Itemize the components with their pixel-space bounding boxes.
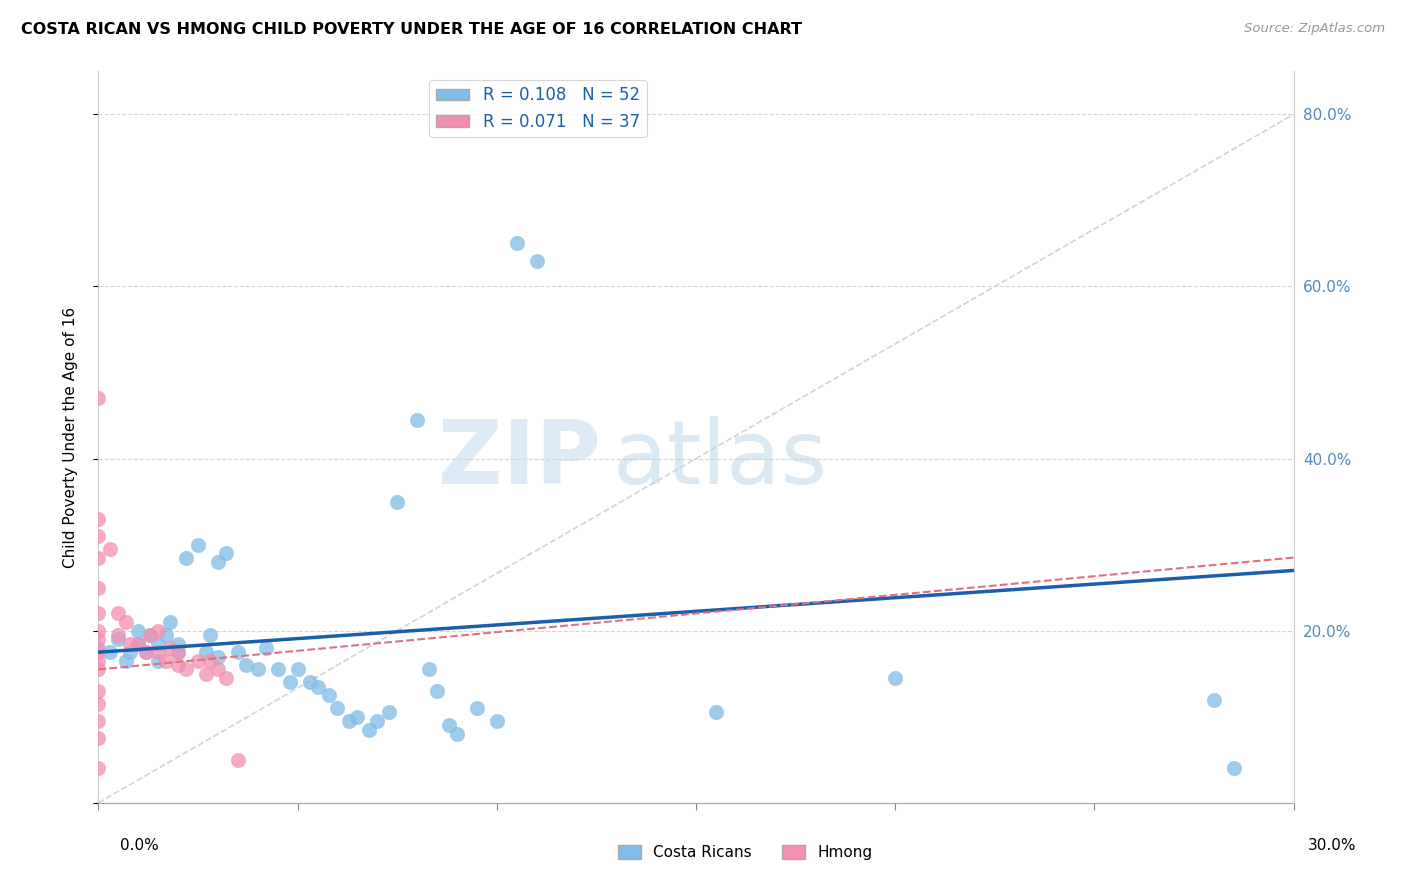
Point [87, 512, 110, 526]
Point [87, 607, 110, 621]
Point [148, 624, 170, 638]
Point [704, 706, 727, 720]
Point [87, 714, 110, 728]
Point [307, 680, 329, 694]
Point [87, 529, 110, 543]
Point [318, 688, 340, 702]
Point [418, 662, 440, 676]
Point [278, 675, 301, 690]
Point [339, 714, 361, 728]
Legend: Costa Ricans, Hmong: Costa Ricans, Hmong [612, 839, 879, 866]
Point [148, 637, 170, 651]
Point [1223, 761, 1246, 775]
Point [207, 662, 229, 676]
Point [385, 494, 409, 508]
Point [107, 607, 129, 621]
Point [159, 615, 181, 629]
Text: 30.0%: 30.0% [1309, 838, 1357, 854]
Point [120, 645, 142, 659]
Point [155, 628, 177, 642]
Point [155, 654, 177, 668]
Point [326, 701, 349, 715]
Point [87, 645, 110, 659]
Point [207, 555, 229, 569]
Point [346, 710, 368, 724]
Point [87, 392, 110, 406]
Point [167, 637, 190, 651]
Point [198, 654, 221, 668]
Point [98, 645, 122, 659]
Point [87, 761, 110, 775]
Point [246, 662, 269, 676]
Point [139, 628, 162, 642]
Point [135, 645, 157, 659]
Point [167, 645, 190, 659]
Point [215, 671, 238, 685]
Point [135, 645, 157, 659]
Point [287, 662, 309, 676]
Point [254, 640, 277, 655]
Point [366, 714, 388, 728]
Point [98, 541, 122, 556]
Point [437, 718, 460, 732]
Point [1202, 692, 1225, 706]
Point [159, 640, 181, 655]
Point [148, 654, 170, 668]
Point [107, 628, 129, 642]
Point [195, 645, 218, 659]
Point [148, 645, 170, 659]
Point [127, 624, 149, 638]
Point [87, 697, 110, 711]
Text: 0.0%: 0.0% [120, 838, 159, 854]
Point [406, 413, 429, 427]
Point [87, 632, 110, 647]
Point [87, 654, 110, 668]
Point [87, 662, 110, 676]
Text: COSTA RICAN VS HMONG CHILD POVERTY UNDER THE AGE OF 16 CORRELATION CHART: COSTA RICAN VS HMONG CHILD POVERTY UNDER… [21, 22, 801, 37]
Point [174, 662, 197, 676]
Point [207, 649, 229, 664]
Point [226, 645, 249, 659]
Legend: R = 0.108   N = 52, R = 0.071   N = 37: R = 0.108 N = 52, R = 0.071 N = 37 [429, 79, 647, 137]
Point [378, 706, 401, 720]
Point [107, 632, 129, 647]
Point [267, 662, 290, 676]
Text: Source: ZipAtlas.com: Source: ZipAtlas.com [1244, 22, 1385, 36]
Point [198, 628, 221, 642]
Point [167, 658, 190, 673]
Point [195, 666, 218, 681]
Point [139, 628, 162, 642]
Point [485, 714, 508, 728]
Text: ZIP: ZIP [437, 416, 600, 502]
Point [87, 684, 110, 698]
Point [526, 253, 548, 268]
Point [115, 654, 138, 668]
Point [115, 615, 138, 629]
Point [87, 581, 110, 595]
Point [226, 753, 249, 767]
Text: atlas: atlas [613, 416, 828, 502]
Point [298, 675, 321, 690]
Point [174, 550, 197, 565]
Point [884, 671, 907, 685]
Point [506, 236, 529, 251]
Point [127, 637, 149, 651]
Point [87, 550, 110, 565]
Point [87, 731, 110, 746]
Point [215, 546, 238, 560]
Point [359, 723, 381, 737]
Point [87, 640, 110, 655]
Point [465, 701, 488, 715]
Point [446, 727, 468, 741]
Point [235, 658, 257, 673]
Y-axis label: Child Poverty Under the Age of 16: Child Poverty Under the Age of 16 [63, 307, 77, 567]
Point [120, 637, 142, 651]
Point [127, 637, 149, 651]
Point [426, 684, 449, 698]
Point [87, 624, 110, 638]
Point [187, 538, 209, 552]
Point [187, 654, 209, 668]
Point [167, 645, 190, 659]
